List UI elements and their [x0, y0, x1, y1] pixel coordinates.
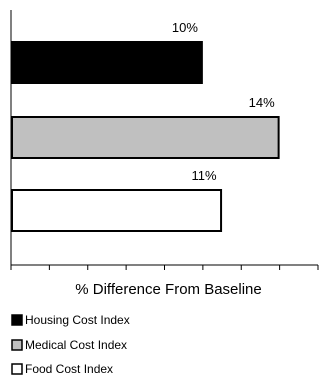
bars-group: [11, 41, 280, 232]
legend-label: Housing Cost Index: [25, 313, 130, 327]
bar-housing-cost-index: [11, 41, 203, 84]
legend: Housing Cost Index Medical Cost Index Food…: [11, 313, 130, 376]
x-axis-title: % Difference From Baseline: [75, 281, 261, 298]
bar-value-label: 14%: [249, 95, 275, 110]
axes-group: [10, 10, 319, 270]
legend-swatch: [11, 363, 23, 375]
bar-value-label: 11%: [192, 168, 217, 183]
legend-swatch: [11, 339, 23, 351]
bar-labels-group: 10% 14% 11%: [172, 20, 275, 183]
legend-label: Food Cost Index: [25, 362, 113, 376]
x-axis-ticks: [10, 265, 319, 270]
legend-label: Medical Cost Index: [25, 338, 127, 352]
bar-medical-cost-index: [11, 116, 280, 159]
legend-swatch: [11, 314, 23, 326]
bar-food-cost-index: [11, 189, 223, 232]
bar-value-label: 10%: [172, 20, 198, 35]
